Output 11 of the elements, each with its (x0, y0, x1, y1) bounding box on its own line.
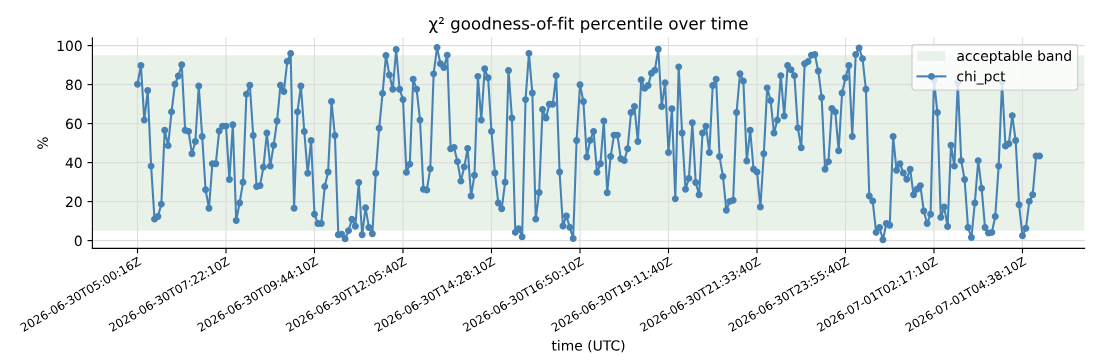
legend-label: chi_pct (957, 70, 1006, 85)
y-axis-title: % (37, 137, 48, 149)
y-tick-label: 0 (74, 235, 82, 247)
y-tick-label: 20 (66, 196, 82, 208)
y-tick-label: 100 (57, 40, 82, 52)
chart-title: χ² goodness-of-fit percentile over time (429, 16, 748, 33)
x-axis-title: time (UTC) (551, 339, 625, 353)
y-tick-label: 80 (65, 79, 82, 91)
y-tick-label: 60 (65, 118, 82, 130)
band-label: acceptable band (957, 50, 1071, 64)
y-tick-label: 40 (65, 157, 82, 169)
